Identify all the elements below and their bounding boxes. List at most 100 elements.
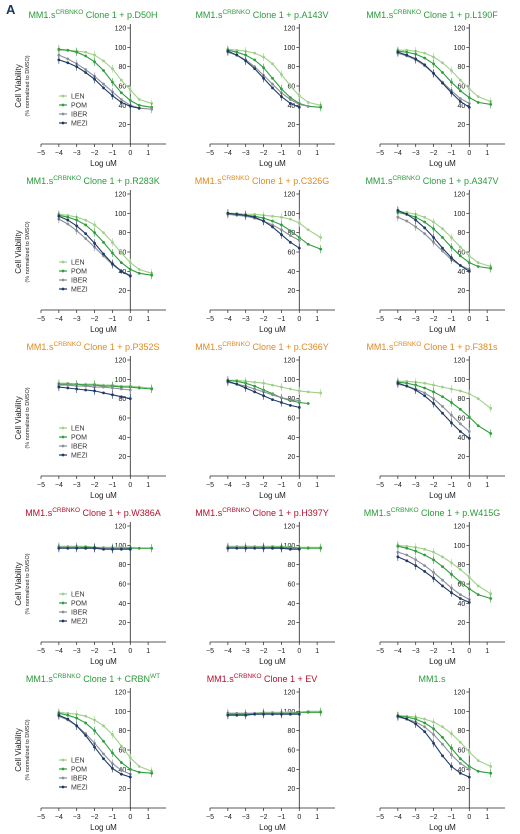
y-axis-sublabel: (% normalized to DMSO) — [25, 221, 31, 282]
data-point — [84, 54, 88, 58]
x-tick-label: −1 — [277, 316, 285, 323]
chart-title-rest: Clone 1 + CRBN — [81, 674, 150, 684]
legend-label: LEN — [71, 592, 85, 599]
y-tick-label: 80 — [118, 728, 126, 735]
data-point — [405, 379, 409, 383]
x-tick-label: −5 — [37, 482, 45, 489]
x-tick-label: 0 — [128, 814, 132, 821]
data-point — [235, 48, 239, 52]
x-axis-label: Log uM — [259, 325, 286, 334]
data-point — [288, 404, 292, 407]
data-point — [57, 713, 61, 717]
y-tick-label: 100 — [115, 709, 127, 716]
y-tick-label: 80 — [287, 562, 295, 569]
data-point — [432, 741, 435, 745]
x-tick-label: −3 — [412, 316, 420, 323]
data-point — [280, 215, 283, 219]
data-point — [441, 385, 444, 389]
data-point — [476, 397, 480, 401]
data-point — [111, 80, 114, 84]
data-point — [432, 571, 435, 574]
data-point — [441, 555, 444, 559]
x-tick-label: −5 — [376, 482, 384, 489]
y-tick-label: 100 — [454, 377, 466, 384]
x-tick-label: −1 — [108, 482, 116, 489]
data-point — [128, 756, 132, 760]
data-point — [93, 729, 96, 733]
data-point — [93, 389, 96, 393]
data-point — [476, 265, 480, 268]
y-tick-label: 60 — [287, 250, 295, 257]
data-point — [423, 386, 427, 390]
data-point — [253, 51, 257, 55]
data-point — [396, 209, 400, 212]
data-point — [280, 385, 283, 389]
x-tick-label: −2 — [91, 648, 99, 655]
data-point — [458, 97, 462, 100]
legend-marker — [61, 610, 65, 614]
y-tick-label: 120 — [284, 26, 296, 33]
y-tick-label: 20 — [457, 122, 465, 129]
chart-title: MM1.sCRBNKO Clone 1 + p.A347V — [365, 175, 498, 186]
y-tick-label: 100 — [115, 211, 127, 218]
data-point — [441, 578, 444, 582]
data-point — [458, 245, 462, 249]
x-tick-label: 1 — [146, 150, 150, 157]
data-point — [244, 546, 248, 550]
x-tick-label: 1 — [485, 316, 489, 323]
chart-title-superscript: CRBNKO — [222, 9, 250, 16]
data-point — [458, 740, 462, 744]
x-tick-label: −4 — [224, 482, 232, 489]
y-tick-label: 120 — [284, 524, 296, 531]
data-point — [458, 422, 462, 426]
x-tick-label: −1 — [277, 482, 285, 489]
data-point — [280, 95, 283, 99]
y-tick-label: 80 — [118, 396, 126, 403]
data-point — [441, 736, 444, 739]
chart-title-rest: Clone 1 + p.C366Y — [250, 342, 329, 352]
x-tick-label: −3 — [73, 150, 81, 157]
data-point — [396, 555, 400, 559]
legend-marker — [61, 592, 65, 596]
data-point — [84, 384, 88, 388]
data-point — [432, 550, 435, 554]
data-point — [423, 725, 427, 729]
data-point — [111, 240, 114, 244]
data-point — [128, 767, 132, 771]
data-point — [119, 101, 123, 104]
x-tick-label: −5 — [37, 316, 45, 323]
data-point — [297, 405, 301, 409]
chart-panel: MM1.sCRBNKO Clone 1 + p.R283K −5 −4 −3 −2 −1 0… — [14, 175, 166, 334]
y-tick-label: 80 — [457, 64, 465, 71]
data-point — [405, 546, 409, 550]
x-tick-label: −2 — [260, 814, 268, 821]
data-point — [450, 591, 453, 595]
data-point — [119, 387, 123, 391]
chart-title-superscript: WT — [150, 673, 160, 680]
data-point — [476, 101, 480, 104]
data-point — [423, 63, 427, 67]
data-point — [458, 580, 462, 584]
data-point — [441, 411, 444, 415]
data-point — [244, 53, 248, 57]
y-tick-label: 100 — [454, 211, 466, 218]
data-point — [137, 386, 141, 390]
data-point — [441, 395, 444, 399]
chart-title-rest: Clone 1 + p.D50H — [83, 10, 157, 20]
data-point — [119, 251, 123, 255]
data-point — [441, 236, 444, 239]
series-line-pom — [227, 212, 321, 250]
data-point — [244, 59, 248, 63]
data-point — [253, 546, 257, 550]
legend-marker — [61, 601, 65, 605]
data-point — [467, 430, 471, 433]
data-point — [137, 271, 141, 275]
data-point — [119, 772, 123, 776]
data-point — [102, 252, 105, 256]
x-tick-label: −2 — [91, 814, 99, 821]
data-point — [271, 712, 274, 716]
x-tick-label: −1 — [447, 814, 455, 821]
data-point — [458, 264, 462, 267]
data-point — [476, 593, 480, 597]
data-point — [271, 76, 274, 80]
